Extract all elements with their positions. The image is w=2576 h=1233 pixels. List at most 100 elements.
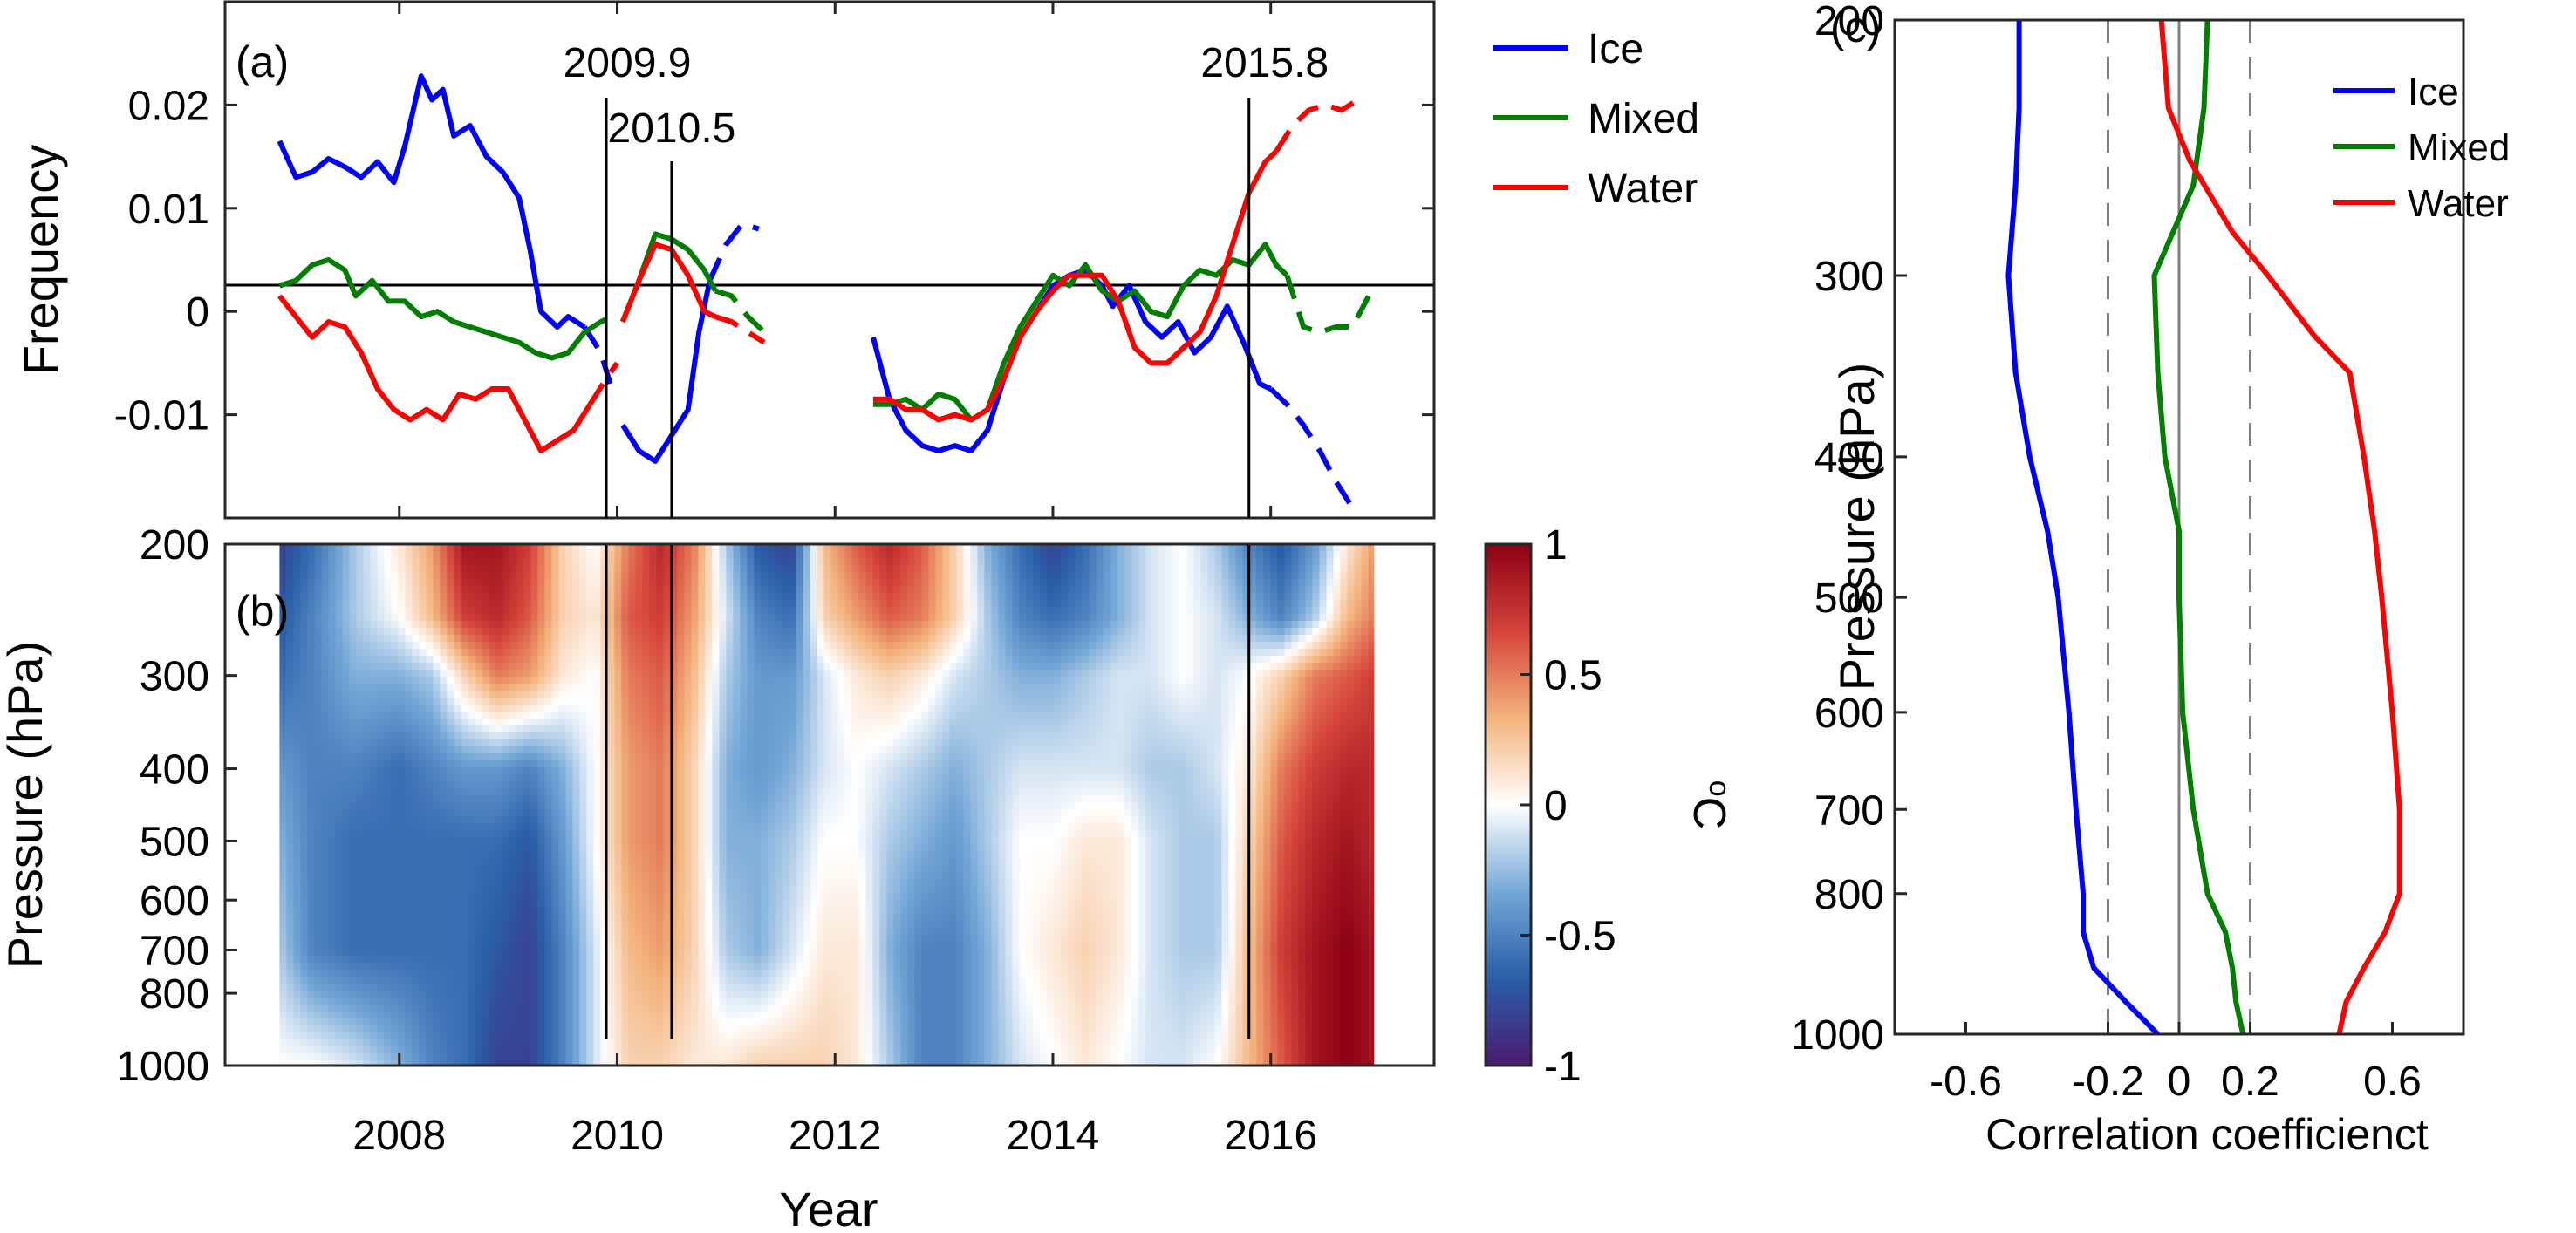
heatmap-cell — [628, 725, 636, 733]
heatmap-cell — [286, 607, 294, 615]
heatmap-cell — [698, 830, 706, 838]
heatmap-cell — [565, 935, 573, 943]
heatmap-cell — [698, 719, 706, 726]
heatmap-cell — [607, 788, 615, 796]
heatmap-cell — [565, 977, 573, 984]
heatmap-cell — [286, 900, 294, 908]
heatmap-cell — [726, 942, 734, 950]
heatmap-cell — [530, 663, 538, 671]
heatmap-cell — [656, 732, 664, 740]
heatmap-cell — [537, 551, 545, 559]
heatmap-cell — [377, 851, 385, 859]
heatmap-cell — [419, 635, 427, 643]
heatmap-cell — [586, 900, 594, 908]
heatmap-cell — [391, 670, 399, 678]
heatmap-cell — [279, 844, 287, 852]
heatmap-cell — [628, 677, 636, 685]
heatmap-cell — [642, 593, 650, 601]
heatmap-cell — [461, 991, 468, 998]
heatmap-cell — [698, 593, 706, 601]
heatmap-cell — [489, 858, 496, 866]
heatmap-cell — [607, 635, 615, 643]
heatmap-cell — [300, 984, 308, 991]
heatmap-cell — [279, 1046, 287, 1054]
heatmap-cell — [537, 579, 545, 587]
heatmap-cell — [726, 649, 734, 657]
heatmap-cell — [461, 614, 468, 622]
heatmap-cell — [293, 600, 301, 608]
heatmap-cell — [614, 795, 622, 803]
heatmap-cell — [482, 844, 489, 852]
heatmap-cell — [537, 984, 545, 991]
heatmap-cell — [719, 844, 727, 852]
heatmap-cell — [489, 823, 496, 831]
heatmap-cell — [509, 900, 517, 908]
heatmap-cell — [635, 600, 643, 608]
heatmap-cell — [286, 753, 294, 761]
heatmap-cell — [300, 635, 308, 643]
heatmap-cell — [523, 767, 531, 775]
heatmap-cell — [279, 858, 287, 866]
heatmap-cell — [426, 621, 434, 629]
heatmap-cell — [642, 621, 650, 629]
heatmap-cell — [398, 788, 406, 796]
heatmap-cell — [489, 593, 496, 601]
heatmap-cell — [593, 607, 601, 615]
heatmap-cell — [607, 963, 615, 971]
heatmap-cell — [544, 656, 552, 664]
heatmap-cell — [551, 781, 559, 789]
heatmap-cell — [733, 656, 741, 664]
heatmap-cell — [572, 963, 580, 971]
heatmap-cell — [537, 621, 545, 629]
heatmap-cell — [649, 907, 657, 915]
heatmap-cell — [698, 656, 706, 664]
heatmap-cell — [558, 893, 566, 901]
heatmap-cell — [509, 935, 517, 943]
heatmap-cell — [356, 760, 364, 768]
heatmap-cell — [342, 991, 350, 998]
heatmap-cell — [656, 935, 664, 943]
heatmap-cell — [433, 753, 441, 761]
heatmap-cell — [495, 725, 503, 733]
heatmap-cell — [342, 795, 350, 803]
heatmap-cell — [719, 956, 727, 964]
heatmap-cell — [405, 565, 413, 573]
heatmap-cell — [677, 1053, 685, 1061]
panel-a-line-ice — [707, 221, 760, 282]
heatmap-cell — [502, 725, 510, 733]
heatmap-cell — [607, 851, 615, 859]
heatmap-cell — [328, 1046, 336, 1054]
heatmap-cell — [670, 886, 678, 894]
heatmap-cell — [377, 565, 385, 573]
heatmap-cell — [572, 732, 580, 740]
heatmap-cell — [461, 732, 468, 740]
heatmap-cell — [530, 579, 538, 587]
heatmap-cell — [363, 893, 371, 901]
heatmap-cell — [447, 1005, 454, 1012]
heatmap-cell — [558, 1025, 566, 1033]
heatmap-cell — [642, 1005, 650, 1012]
heatmap-cell — [572, 663, 580, 671]
heatmap-cell — [468, 649, 475, 657]
heatmap-cell — [349, 719, 357, 726]
heatmap-cell — [447, 670, 454, 678]
heatmap-cell — [677, 809, 685, 817]
heatmap-cell — [419, 739, 427, 747]
heatmap-cell — [405, 1039, 413, 1047]
heatmap-cell — [363, 935, 371, 943]
heatmap-cell — [349, 991, 357, 998]
heatmap-cell — [565, 1046, 573, 1054]
heatmap-cell — [614, 586, 622, 594]
heatmap-cell — [461, 900, 468, 908]
panel-a: 0.020.010-0.01 (a) Frequency 2009.92010.… — [13, 0, 1699, 520]
heatmap-cell — [328, 593, 336, 601]
heatmap-cell — [405, 977, 413, 984]
heatmap-cell — [433, 1018, 441, 1026]
heatmap-cell — [509, 551, 517, 559]
heatmap-cell — [614, 935, 622, 943]
heatmap-cell — [279, 656, 287, 664]
heatmap-cell — [447, 544, 454, 552]
heatmap-cell — [600, 970, 608, 978]
heatmap-cell — [705, 719, 713, 726]
heatmap-cell — [412, 795, 420, 803]
